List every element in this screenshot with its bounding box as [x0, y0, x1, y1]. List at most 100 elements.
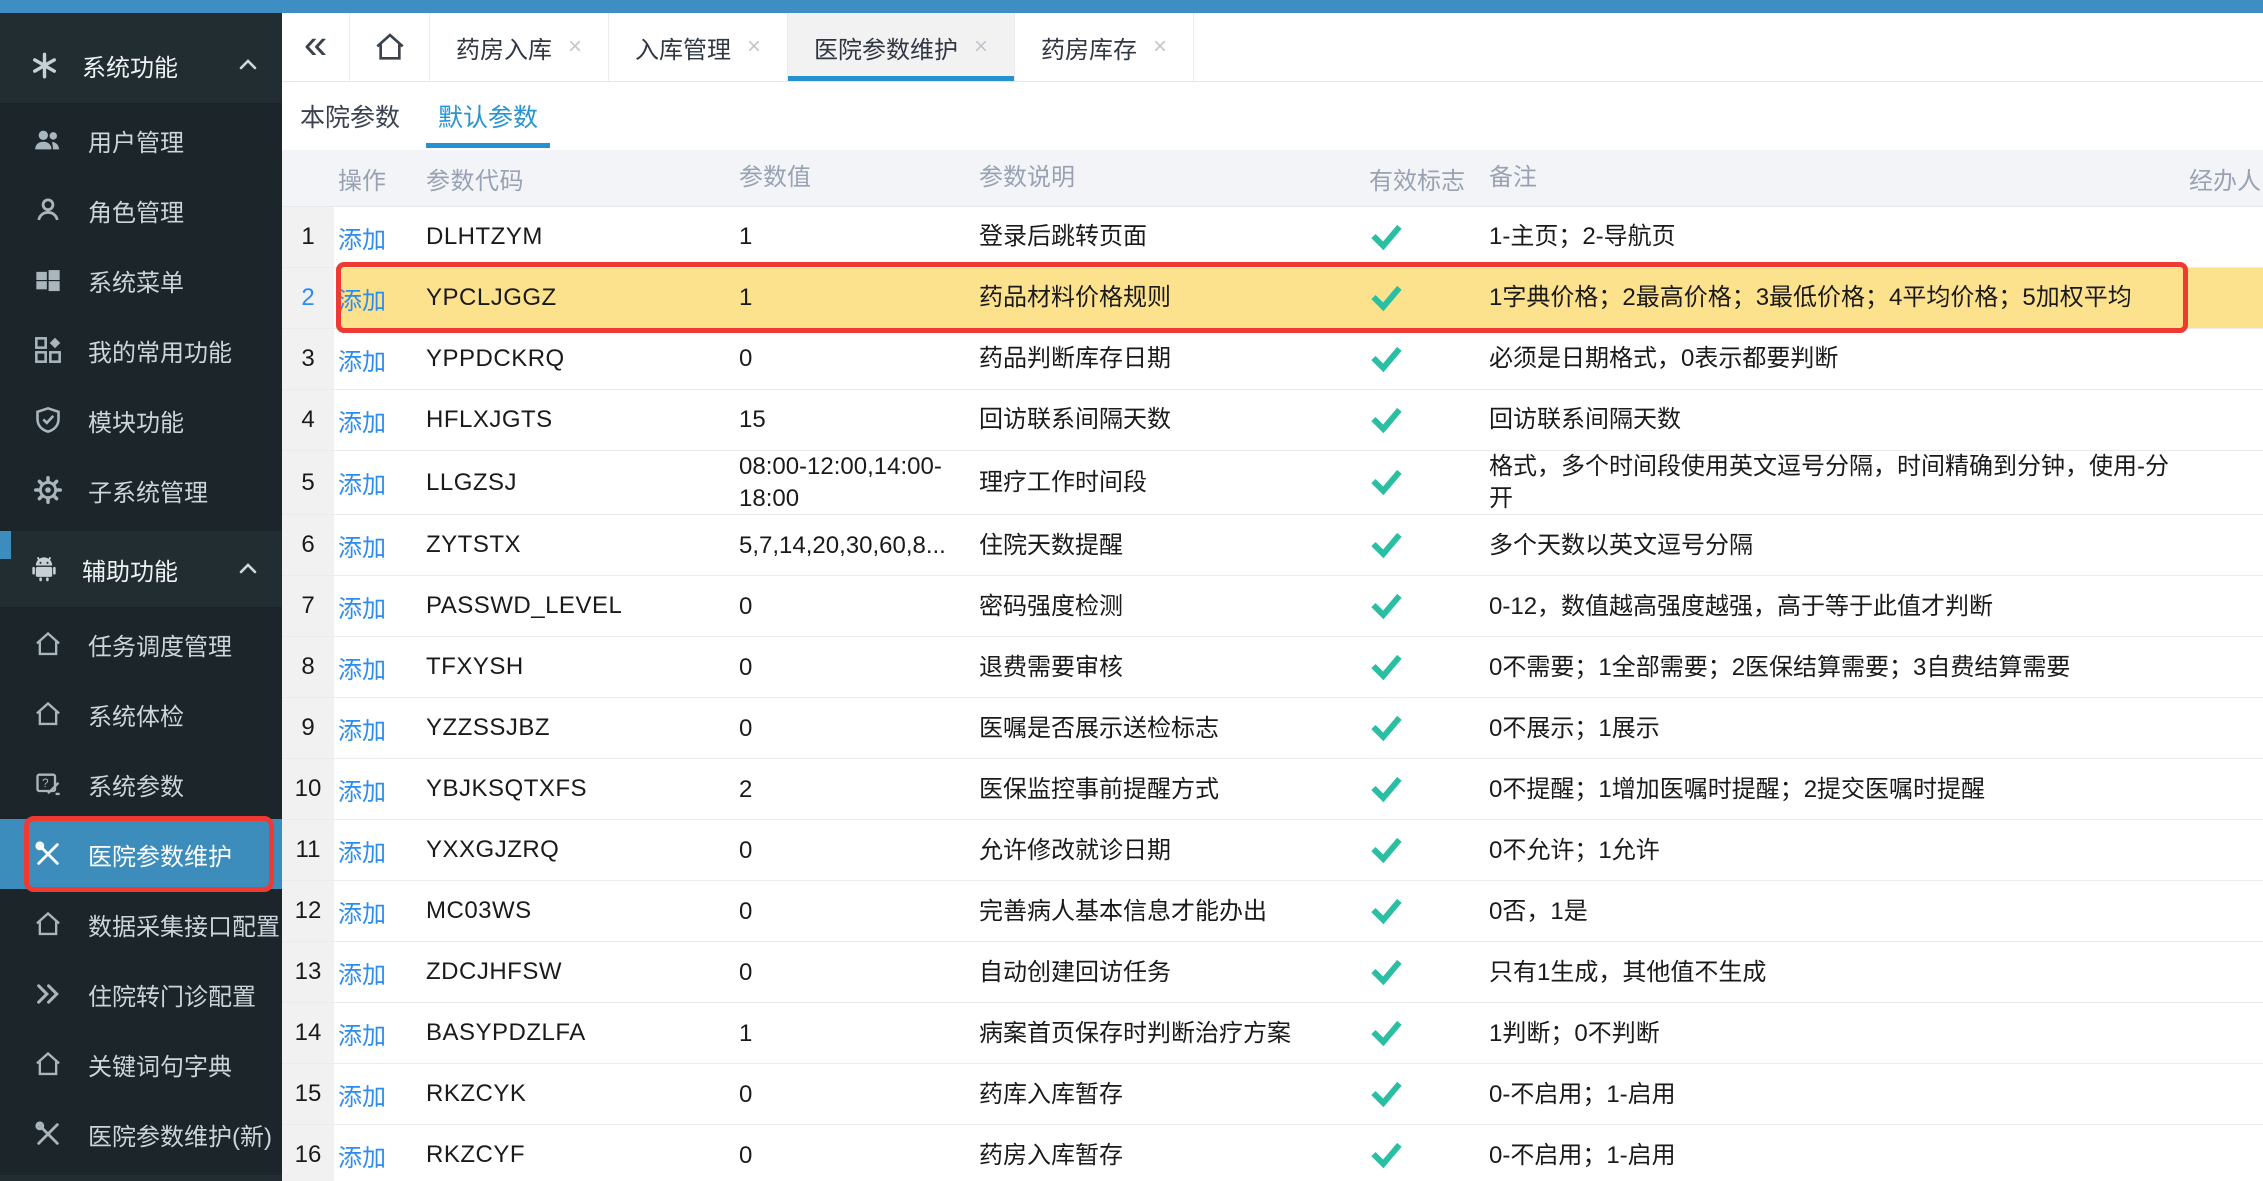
param-value: 0 — [739, 958, 753, 986]
param-value: 08:00-12:00,14:00-18:00 — [739, 453, 942, 512]
row-index: 15 — [282, 1064, 336, 1125]
row-index: 13 — [282, 942, 336, 1003]
header-code: 参数代码 — [426, 167, 524, 195]
tab[interactable]: 医院参数维护 × — [788, 13, 1016, 81]
add-link[interactable]: 添加 — [338, 778, 386, 806]
sidebar-item-icon — [30, 476, 66, 504]
check-icon — [1371, 405, 1402, 436]
sidebar-item-icon — [30, 126, 66, 154]
table-row[interactable]: 3 添加 YPPDCKRQ 0 药品判断库存日期 必须是日期格式，0表示都要判断 — [282, 329, 2263, 390]
valid-flag-cell — [1359, 591, 1479, 622]
sidebar-item[interactable]: 用户管理 — [0, 105, 282, 175]
row-index: 10 — [282, 759, 336, 820]
add-link[interactable]: 添加 — [338, 900, 386, 928]
close-icon[interactable]: × — [747, 33, 762, 60]
param-remark: 0不提醒；1增加医嘱时提醒；2提交医嘱时提醒 — [1489, 775, 1986, 803]
table-row[interactable]: 8 添加 TFXYSH 0 退费需要审核 0不需要；1全部需要；2医保结算需要；… — [282, 637, 2263, 699]
sidebar-item[interactable]: 系统菜单 — [0, 245, 282, 315]
sidebar-item[interactable]: 关键词句字典 — [0, 1029, 282, 1099]
close-icon[interactable]: × — [568, 33, 583, 60]
check-icon — [1371, 344, 1402, 375]
table-row[interactable]: 1 添加 DLHTZYM 1 登录后跳转页面 1-主页；2-导航页 — [282, 207, 2263, 268]
param-remark: 1-主页；2-导航页 — [1489, 223, 1676, 251]
param-remark: 0不允许；1允许 — [1489, 836, 1660, 864]
table-row[interactable]: 2 添加 YPCLJGGZ 1 药品材料价格规则 1字典价格；2最高价格；3最低… — [282, 262, 2263, 333]
sidebar-submenu-auxiliary: 任务调度管理 系统体检 系统参数 医院参数维护 — [0, 607, 282, 1175]
add-link[interactable]: 添加 — [338, 534, 386, 562]
sidebar-item[interactable]: 模块功能 — [0, 385, 282, 455]
add-link[interactable]: 添加 — [338, 472, 386, 500]
valid-flag-cell — [1359, 835, 1479, 866]
add-link[interactable]: 添加 — [338, 717, 386, 745]
sidebar-item[interactable]: 医院参数维护(新) — [0, 1099, 282, 1169]
table-row[interactable]: 4 添加 HFLXJGTS 15 回访联系间隔天数 回访联系间隔天数 — [282, 390, 2263, 451]
table-row[interactable]: 14 添加 BASYPDZLFA 1 病案首页保存时判断治疗方案 1判断；0不判… — [282, 1003, 2263, 1065]
add-link[interactable]: 添加 — [338, 409, 386, 437]
table-row[interactable]: 5 添加 LLGZSJ 08:00-12:00,14:00-18:00 理疗工作… — [282, 451, 2263, 516]
subtab[interactable]: 本院参数 — [300, 82, 400, 150]
param-value: 0 — [739, 897, 753, 925]
main-content: « 药房入库 × 入库管理 × — [282, 13, 2263, 1181]
add-link[interactable]: 添加 — [338, 961, 386, 989]
valid-flag-cell — [1359, 1018, 1479, 1049]
sidebar-item-label: 用户管理 — [88, 129, 184, 157]
param-value: 15 — [739, 406, 766, 434]
row-index: 14 — [282, 1003, 336, 1064]
table-row[interactable]: 12 添加 MC03WS 0 完善病人基本信息才能办出 0否，1是 — [282, 881, 2263, 943]
add-link[interactable]: 添加 — [338, 656, 386, 684]
row-operation: 添加 — [336, 342, 426, 377]
add-link[interactable]: 添加 — [338, 1083, 386, 1111]
table-row[interactable]: 15 添加 RKZCYK 0 药库入库暂存 0-不启用；1-启用 — [282, 1064, 2263, 1126]
sidebar-item[interactable]: 数据采集接口配置 — [0, 889, 282, 959]
tab[interactable]: 药房库存 × — [1015, 13, 1195, 81]
subtab-label: 本院参数 — [300, 104, 401, 132]
tab[interactable]: 药房入库 × — [430, 13, 610, 81]
add-link[interactable]: 添加 — [338, 287, 386, 315]
param-description: 完善病人基本信息才能办出 — [979, 897, 1267, 925]
sidebar-item[interactable]: 角色管理 — [0, 175, 282, 245]
sidebar-item[interactable]: 医院参数维护 — [0, 816, 282, 892]
sidebar-section-system[interactable]: 系统功能 — [0, 27, 282, 103]
tab[interactable]: 入库管理 × — [609, 13, 789, 81]
add-link[interactable]: 添加 — [338, 839, 386, 867]
close-icon[interactable]: × — [974, 33, 989, 60]
double-chevron-left-icon: « — [303, 20, 328, 67]
parameter-table: 操作 参数代码 参数值 参数说明 有效标志 备注 经办人 1 添加 DLHTZY… — [282, 150, 2263, 1181]
add-link[interactable]: 添加 — [338, 1144, 386, 1172]
add-link[interactable]: 添加 — [338, 1022, 386, 1050]
sidebar-item[interactable]: 系统体检 — [0, 679, 282, 749]
sidebar-item-label: 我的常用功能 — [88, 339, 232, 367]
sidebar-section-auxiliary[interactable]: 辅助功能 — [0, 531, 282, 607]
table-row[interactable]: 9 添加 YZZSSJBZ 0 医嘱是否展示送检标志 0不展示；1展示 — [282, 698, 2263, 760]
check-icon — [1371, 774, 1402, 805]
collapse-tabs-button[interactable]: « — [282, 13, 350, 81]
param-code: RKZCYK — [426, 1080, 527, 1108]
add-link[interactable]: 添加 — [338, 348, 386, 376]
top-blue-bar — [0, 0, 2263, 13]
tab-home[interactable] — [350, 13, 430, 81]
add-link[interactable]: 添加 — [338, 226, 386, 254]
sidebar-item[interactable]: 系统参数 — [0, 749, 282, 819]
table-row[interactable]: 7 添加 PASSWD_LEVEL 0 密码强度检测 0-12，数值越高强度越强… — [282, 576, 2263, 638]
check-icon — [1371, 591, 1402, 622]
subtab[interactable]: 默认参数 — [426, 82, 551, 150]
param-description: 登录后跳转页面 — [979, 223, 1147, 251]
param-code: DLHTZYM — [426, 223, 543, 250]
table-row[interactable]: 6 添加 ZYTSTX 5,7,14,20,30,60,8... 住院天数提醒 … — [282, 515, 2263, 577]
table-row[interactable]: 16 添加 RKZCYF 0 药房入库暂存 0-不启用；1-启用 — [282, 1125, 2263, 1181]
sidebar-item[interactable]: 住院转门诊配置 — [0, 959, 282, 1029]
sidebar-item-label: 系统参数 — [88, 773, 184, 801]
table-row[interactable]: 13 添加 ZDCJHFSW 0 自动创建回访任务 只有1生成，其他值不生成 — [282, 942, 2263, 1004]
valid-flag-cell — [1359, 283, 1479, 314]
add-link[interactable]: 添加 — [338, 595, 386, 623]
close-icon[interactable]: × — [1153, 33, 1168, 60]
table-row[interactable]: 10 添加 YBJKSQTXFS 2 医保监控事前提醒方式 0不提醒；1增加医嘱… — [282, 759, 2263, 821]
param-remark: 多个天数以英文逗号分隔 — [1489, 531, 1753, 559]
table-row[interactable]: 11 添加 YXXGJZRQ 0 允许修改就诊日期 0不允许；1允许 — [282, 820, 2263, 882]
row-index: 7 — [282, 576, 336, 637]
sidebar-item[interactable]: 我的常用功能 — [0, 315, 282, 385]
sidebar-item[interactable]: 子系统管理 — [0, 455, 282, 525]
param-remark: 0不需要；1全部需要；2医保结算需要；3自费结算需要 — [1489, 653, 2071, 681]
sidebar-item[interactable]: 任务调度管理 — [0, 609, 282, 679]
row-index: 1 — [282, 207, 336, 267]
